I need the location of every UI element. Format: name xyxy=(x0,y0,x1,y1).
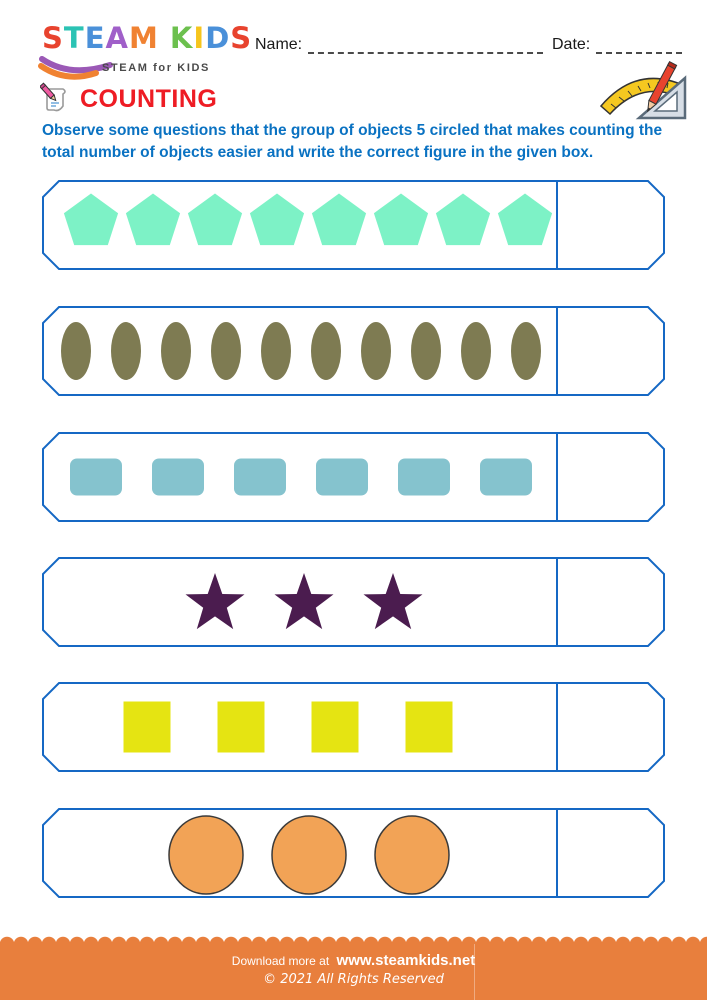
oval-shape xyxy=(111,322,141,380)
logo-letter: T xyxy=(63,21,85,55)
page-title: COUNTING xyxy=(80,84,218,113)
oval-shape xyxy=(411,322,441,380)
footer-download-text: Download more at www.steamkids.net xyxy=(0,952,707,969)
logo-letter: M xyxy=(128,21,159,55)
answer-box[interactable] xyxy=(558,308,663,395)
question-row-squares xyxy=(42,682,665,773)
instruction-text: Observe some questions that the group of… xyxy=(42,122,663,161)
date-label: Date: xyxy=(552,36,591,53)
name-field: Name: xyxy=(255,36,543,54)
circle-shape xyxy=(168,815,244,895)
pentagon-shape xyxy=(187,193,243,246)
oval-shape xyxy=(161,322,191,380)
ruler-pencil-setsquare-icon xyxy=(599,60,687,120)
pentagon-shape xyxy=(373,193,429,246)
question-row-stars xyxy=(42,557,665,648)
logo-letter: S xyxy=(230,21,253,55)
roundrect-shape xyxy=(234,458,286,496)
footer-download-prefix: Download more at xyxy=(231,954,330,968)
roundrect-shape xyxy=(480,458,532,496)
question-row-rectangles xyxy=(42,432,665,523)
answer-box[interactable] xyxy=(558,810,663,897)
square-shape xyxy=(123,701,171,753)
logo-text: STEAM KIDS xyxy=(42,24,252,53)
name-label: Name: xyxy=(255,36,303,53)
answer-box[interactable] xyxy=(558,559,663,646)
logo-letter: I xyxy=(193,21,206,55)
oval-shape xyxy=(361,322,391,380)
answer-box[interactable] xyxy=(558,434,663,521)
oval-shape xyxy=(211,322,241,380)
question-row-circles xyxy=(42,808,665,899)
logo-letter: A xyxy=(105,21,129,55)
roundrect-shape xyxy=(70,458,122,496)
square-shape xyxy=(311,701,359,753)
pentagon-shape xyxy=(249,193,305,246)
logo-letter xyxy=(159,24,170,53)
oval-shape xyxy=(311,322,341,380)
footer-copyright: © 2021 All Rights Reserved xyxy=(263,972,444,987)
pentagon-shape xyxy=(63,193,119,246)
pentagon-shape xyxy=(435,193,491,246)
oval-shape xyxy=(61,322,91,380)
circle-shape xyxy=(271,815,347,895)
notepad-pencil-icon xyxy=(40,82,66,112)
square-shape xyxy=(405,701,453,753)
roundrect-shape xyxy=(152,458,204,496)
footer-body: Download more at www.steamkids.net © 202… xyxy=(0,944,707,1000)
question-row-pentagons xyxy=(42,180,665,271)
oval-shape xyxy=(461,322,491,380)
star-shape xyxy=(185,573,245,630)
name-input-line[interactable] xyxy=(308,38,543,54)
logo-letter: K xyxy=(169,21,194,55)
logo-swoosh-icon xyxy=(38,56,113,80)
logo-tagline: STEAM for KIDS xyxy=(102,62,210,74)
star-shape xyxy=(274,573,334,630)
date-field: Date: xyxy=(552,36,682,54)
footer-divider-line xyxy=(474,944,475,1000)
circle-shape xyxy=(374,815,450,895)
answer-box[interactable] xyxy=(558,182,663,269)
pentagon-shape xyxy=(311,193,367,246)
oval-shape xyxy=(261,322,291,380)
footer-scallop-edge xyxy=(0,936,707,944)
star-shape xyxy=(363,573,423,630)
question-row-ovals xyxy=(42,306,665,397)
square-shape xyxy=(217,701,265,753)
pentagon-shape xyxy=(125,193,181,246)
logo-letter: S xyxy=(42,21,64,55)
answer-box[interactable] xyxy=(558,684,663,771)
logo-letter: D xyxy=(205,21,231,55)
logo-letter: E xyxy=(84,21,106,55)
footer-site-link[interactable]: www.steamkids.net xyxy=(336,952,476,969)
pentagon-shape xyxy=(497,193,553,246)
title-row: COUNTING xyxy=(40,82,217,116)
steam-kids-logo: STEAM KIDS STEAM for KIDS xyxy=(38,24,252,80)
roundrect-shape xyxy=(316,458,368,496)
date-input-line[interactable] xyxy=(596,38,682,54)
oval-shape xyxy=(511,322,541,380)
footer: Download more at www.steamkids.net © 202… xyxy=(0,936,707,1000)
roundrect-shape xyxy=(398,458,450,496)
